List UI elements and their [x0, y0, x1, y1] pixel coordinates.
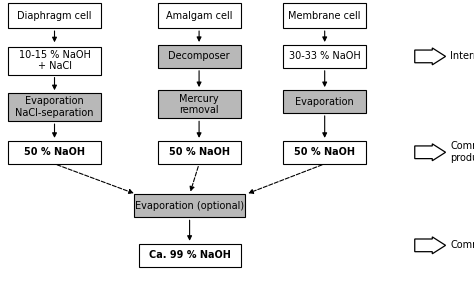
Text: Mercury
removal: Mercury removal [179, 94, 219, 115]
FancyBboxPatch shape [8, 47, 100, 75]
FancyBboxPatch shape [138, 244, 241, 267]
Text: 50 % NaOH: 50 % NaOH [169, 147, 229, 157]
FancyBboxPatch shape [8, 3, 100, 28]
Text: Evaporation
NaCl-separation: Evaporation NaCl-separation [15, 96, 94, 118]
Text: Membrane cell: Membrane cell [289, 10, 361, 21]
Text: Commercial: Commercial [450, 240, 474, 250]
Text: Internal use: Internal use [450, 51, 474, 61]
FancyBboxPatch shape [283, 3, 366, 28]
FancyBboxPatch shape [283, 45, 366, 68]
FancyArrow shape [415, 144, 446, 161]
FancyBboxPatch shape [283, 141, 366, 164]
Text: Evaporation: Evaporation [295, 96, 354, 107]
Text: Ca. 99 % NaOH: Ca. 99 % NaOH [149, 250, 230, 260]
FancyBboxPatch shape [8, 93, 100, 121]
FancyBboxPatch shape [157, 3, 241, 28]
Text: Decomposer: Decomposer [168, 51, 230, 61]
Text: 50 % NaOH: 50 % NaOH [24, 147, 85, 157]
FancyBboxPatch shape [157, 141, 241, 164]
Text: 30-33 % NaOH: 30-33 % NaOH [289, 51, 361, 61]
Text: 10-15 % NaOH
+ NaCl: 10-15 % NaOH + NaCl [18, 50, 91, 71]
FancyArrow shape [415, 237, 446, 254]
Text: Diaphragm cell: Diaphragm cell [17, 10, 92, 21]
FancyBboxPatch shape [283, 90, 366, 113]
Text: Commercial
product: Commercial product [450, 142, 474, 163]
Text: Evaporation (optional): Evaporation (optional) [135, 201, 244, 211]
FancyBboxPatch shape [134, 194, 246, 217]
FancyBboxPatch shape [8, 141, 100, 164]
Text: 50 % NaOH: 50 % NaOH [294, 147, 355, 157]
FancyBboxPatch shape [157, 90, 241, 118]
FancyArrow shape [415, 48, 446, 65]
FancyBboxPatch shape [157, 45, 241, 68]
Text: Amalgam cell: Amalgam cell [166, 10, 232, 21]
